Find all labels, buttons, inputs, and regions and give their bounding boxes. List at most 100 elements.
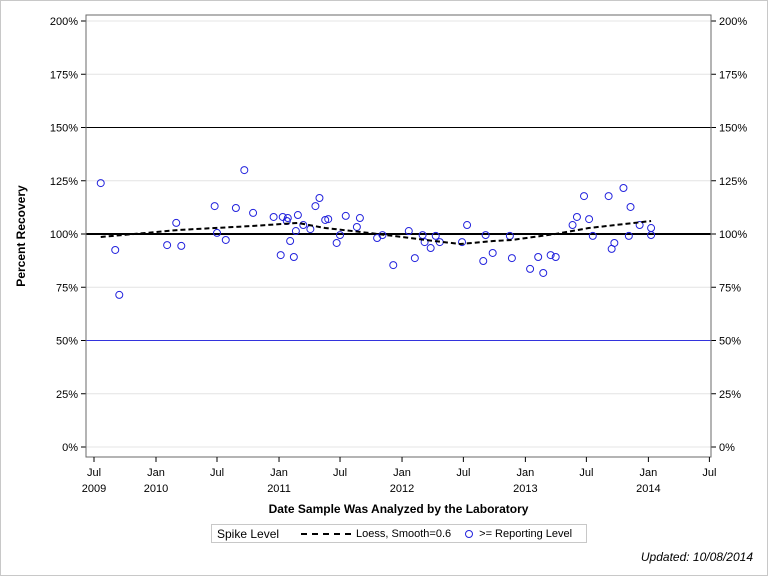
x-tick-year: 2013 [513,483,537,495]
data-point [291,227,300,236]
data-point [311,202,320,211]
data-point [111,245,120,254]
data-point [479,257,488,266]
data-point [488,248,497,257]
data-point [604,192,613,201]
legend-loess-label: Loess, Smooth=0.6 [356,527,452,540]
data-point [341,211,350,220]
data-point [418,231,427,240]
data-point [278,212,287,221]
loess-line [100,220,652,246]
data-point [507,254,516,263]
data-point [546,251,555,260]
x-tick-year: 2014 [636,483,660,495]
x-tick-year: 2011 [267,483,291,495]
data-point [269,212,278,221]
y-tick-label: 50% [56,336,78,348]
data-point [336,231,345,240]
data-point [588,231,597,240]
legend-reporting-label: >= Reporting Level [479,527,573,540]
data-point [315,194,324,203]
data-point [221,235,230,244]
y-tick-label-right: 0% [719,442,735,454]
y-tick-label: 175% [50,69,78,81]
data-point [378,231,387,240]
data-point [321,215,330,224]
data-point [585,215,594,224]
x-tick-label: Jul [456,467,470,479]
data-point [624,231,633,240]
data-point [431,231,440,240]
x-tick-label: Jan [517,467,535,479]
data-point [610,238,619,247]
data-point [410,254,419,263]
data-point [572,212,581,221]
x-tick-label: Jul [210,467,224,479]
data-point [373,234,382,243]
data-point [177,241,186,250]
y-tick-label: 150% [50,123,78,135]
y-tick-label: 0% [62,442,78,454]
updated-date: Updated: 10/08/2014 [640,550,753,564]
y-tick-label-right: 175% [719,69,747,81]
legend-loess-swatch [301,532,352,535]
data-point [463,221,472,230]
data-point [115,290,124,299]
y-tick-label-right: 75% [719,282,741,294]
data-point [647,224,656,233]
y-tick-label-right: 100% [719,229,747,241]
data-point [286,237,295,246]
data-point [534,253,543,262]
legend: Spike Level Loess, Smooth=0.6 >= Reporti… [211,524,587,543]
data-point [96,179,105,188]
legend-title: Spike Level [217,526,280,541]
data-point [324,215,333,224]
x-tick-label: Jan [640,467,658,479]
data-point [389,261,398,270]
x-tick-label: Jan [270,467,288,479]
x-tick-label: Jan [393,467,411,479]
data-point [283,214,292,223]
y-tick-label-right: 25% [719,389,741,401]
data-point [213,228,222,237]
data-point [458,238,467,247]
data-point [293,211,302,220]
data-point [276,251,285,260]
legend-circle-icon [465,529,474,538]
y-tick-label: 200% [50,16,78,28]
data-point [231,204,240,213]
data-point [526,264,535,273]
x-tick-year: 2012 [390,483,414,495]
data-point [352,222,361,231]
data-point [299,221,308,230]
data-point [420,238,429,247]
data-point [619,183,628,192]
y-tick-label: 125% [50,176,78,188]
data-point [568,221,577,230]
data-point [332,238,341,247]
data-point [355,214,364,223]
y-tick-label: 25% [56,389,78,401]
y-tick-label: 75% [56,282,78,294]
plot-area [85,14,712,458]
data-point [172,218,181,227]
data-point [163,241,172,250]
data-point [404,227,413,236]
data-point [210,202,219,211]
data-point [306,225,315,234]
data-point [635,221,644,230]
y-tick-label-right: 150% [719,123,747,135]
data-point [580,192,589,201]
data-point [647,231,656,240]
x-tick-label: Jul [579,467,593,479]
x-tick-label: Jan [147,467,165,479]
y-tick-label-right: 125% [719,176,747,188]
data-point [539,268,548,277]
data-point [249,208,258,217]
x-tick-label: Jul [87,467,101,479]
data-point [240,166,249,175]
y-tick-label-right: 200% [719,16,747,28]
data-point [289,253,298,262]
